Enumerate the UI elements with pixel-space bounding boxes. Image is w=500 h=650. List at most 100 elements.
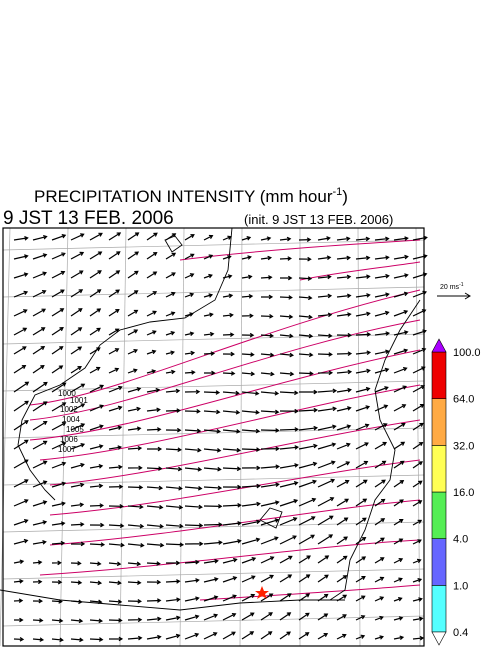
wind-arrow [374,310,390,317]
wind-arrow [222,332,235,337]
wind-arrow [336,614,347,621]
wind-arrow [127,542,145,548]
wind-arrow [317,388,338,394]
wind-arrow [203,428,221,434]
wind-arrow [355,595,366,602]
colorbar-bin [431,491,447,539]
wind-arrow [317,633,329,640]
vector-key-label: 20 ms-1 [440,282,464,291]
wind-arrow [89,232,103,241]
wind-arrow [108,270,121,279]
wind-arrow [336,479,350,488]
wind-arrow [298,593,311,602]
wind-arrow [89,289,102,298]
parallel [2,239,425,251]
wind-arrow [108,405,123,412]
title-exponent: -1 [332,186,342,198]
wind-arrow [279,236,292,242]
wind-arrow [393,385,407,393]
wind-arrow [146,330,157,336]
wind-arrow [298,516,316,526]
wind-arrow [317,406,337,412]
wind-arrow [203,613,219,621]
wind-arrow [184,578,200,583]
wind-arrow [70,270,84,279]
wind-arrow [412,441,424,450]
wind-arrow [70,233,85,241]
wind-arrow [241,483,261,489]
wind-arrow [279,445,300,450]
wind-arrow [393,577,403,583]
wind-arrow [51,579,63,585]
wind-arrow [146,349,157,355]
wind-arrow [260,612,273,621]
isobar-label: 1002 [60,405,78,414]
wind-arrow [374,635,384,640]
wind-arrow [165,408,181,413]
island [164,235,183,253]
wind-arrow [374,367,390,374]
wind-arrow [70,637,84,643]
wind-arrow [260,275,273,280]
wind-arrow [89,327,101,336]
wind-arrow [355,236,371,242]
vector-key-text: 20 ms [440,284,460,291]
wind-arrow [89,464,104,469]
wind-arrow [13,598,24,604]
wind-arrow [317,593,329,602]
wind-arrow [146,485,164,491]
wind-arrow [317,442,337,450]
wind-arrow [317,312,333,318]
isobar-label: 1005 [66,425,84,434]
wind-arrow [70,383,86,393]
wind-arrow [298,276,313,281]
wind-arrow [203,485,223,491]
wind-arrow [165,447,182,453]
wind-arrow [241,371,256,377]
wind-arrow [260,313,274,319]
wind-arrow [241,352,255,357]
wind-arrow [203,390,221,395]
wind-arrow [127,290,139,298]
wind-arrow [336,255,352,261]
wind-arrow [279,275,293,281]
wind-arrow [165,330,176,336]
wind-arrow [89,580,103,586]
wind-arrow [317,370,334,376]
wind-arrow [13,254,29,260]
title: PRECIPITATION INTENSITY (mm hour-1) [34,186,348,206]
wind-arrow [203,595,219,602]
wind-arrow [298,333,314,339]
wind-arrow [260,536,279,545]
wind-arrow [393,330,409,336]
wind-arrow [184,614,200,621]
wind-arrow [13,479,29,488]
isobar [39,539,421,576]
wind-arrow [412,403,425,412]
wind-arrow [127,368,138,374]
map-frame [2,227,425,647]
wind-arrow [298,534,315,545]
wind-arrow [260,409,280,415]
wind-arrow [317,478,336,488]
wind-arrow [355,556,367,564]
wind-arrow [51,422,67,431]
meridian [239,227,243,647]
wind-arrow [393,309,409,317]
wind-arrow [184,559,200,565]
wind-arrow [374,557,385,564]
meridian [357,227,361,647]
wind-arrow [393,460,405,469]
wind-arrow [146,542,165,548]
wind-arrow [336,594,348,602]
wind-arrow [32,401,48,412]
wind-arrow [279,333,294,339]
wind-arrow [51,382,67,393]
wind-arrow [89,384,105,393]
wind-arrow [260,236,272,241]
wind-arrow [13,499,29,507]
wind-arrow [355,423,370,431]
wind-arrow [355,368,371,374]
wind-arrow [32,579,43,585]
